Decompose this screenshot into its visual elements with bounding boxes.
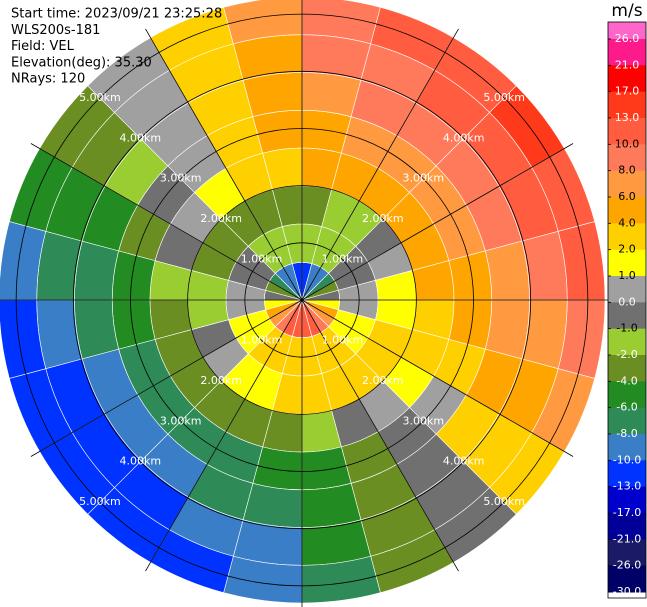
colorbar-segment [608,249,646,277]
range-ring [187,185,417,415]
range-ring-label: 4.00km [443,455,485,468]
spoke [30,299,303,457]
colorbar-tick-label: -21.0 [613,532,641,545]
range-ring-label: 3.00km [160,172,202,185]
colorbar-segment [608,170,646,198]
colorbar-tick-label: -17.0 [613,506,641,519]
velocity-cell [74,240,120,301]
colorbar-segment [608,65,646,93]
colorbar-frame [607,21,647,599]
colorbar-tick-label: -8.0 [616,427,637,440]
velocity-cell [0,299,47,379]
range-ring-label: 1.00km [322,253,364,266]
info-line: Start time: 2023/09/21 23:25:28 [11,7,222,22]
spoke [301,299,459,572]
range-ring [244,242,360,358]
colorbar-tick-label: 21.0 [615,58,640,71]
velocity-cell [242,72,303,118]
colorbar-tick-label: 4.0 [618,216,636,229]
colorbar-tick-label: -30.0 [613,585,641,598]
range-ring-label: 1.00km [241,333,283,346]
range-ring-label: 5.00km [79,495,121,508]
colorbar-tick-label: 17.0 [615,85,640,98]
velocity-cell [242,482,303,528]
info-line: Field: VEL [11,39,75,54]
info-line: WLS200s-181 [11,23,100,38]
range-ring-label: 5.00km [483,91,525,104]
polar-grid: 1.00km 1.00km 1.00km 1.00km 2.00km 2.00km 2.00… [0,0,615,607]
colorbar-segment [608,91,646,119]
colorbar-tick-label: -2.0 [616,348,637,361]
range-ring-label: 5.00km [483,495,525,508]
colorbar-segment [608,513,646,540]
colorbar-tick-label: 10.0 [615,137,640,150]
range-ring-label: 5.00km [79,91,121,104]
colorbar-segment [608,328,646,356]
spoke [301,299,574,457]
range-ring-label: 1.00km [241,253,283,266]
colorbar-tick-label: 0.0 [618,295,636,308]
info-line: NRays: 120 [11,72,85,87]
colorbar-tick-label: -4.0 [616,374,637,387]
velocity-cell [223,0,303,45]
colorbar-segment [608,118,646,145]
colorbar-segment [608,565,646,593]
colorbar-tick-label: -6.0 [616,401,637,414]
colorbar-segment [608,434,646,461]
colorbar-tick-label: -10.0 [613,453,641,466]
range-ring-label: 4.00km [120,455,162,468]
colorbar-tick-label: -1.0 [616,322,637,335]
range-ring [15,13,589,587]
colorbar-segment [608,407,646,435]
velocity-cell [484,299,530,360]
colorbar-segment [608,355,646,382]
colorbar-title: m/s [611,1,642,21]
velocity-cell [301,482,362,528]
spoke [145,299,303,572]
range-ring-label: 3.00km [160,414,202,427]
velocity-cell [301,72,362,118]
colorbar-segment [608,539,646,567]
info-block: Start time: 2023/09/21 23:25:28WLS200s-1… [11,7,222,87]
colorbar-tick-label: -13.0 [613,480,641,493]
range-ring-label: 2.00km [200,374,242,387]
colorbar-segment [608,302,646,330]
colorbar-tick-label: 2.0 [618,243,636,256]
colorbar-segment [608,39,646,66]
spoke [145,28,303,301]
spoke [301,143,574,301]
colorbar-segment [608,197,646,224]
velocity-cell [484,240,530,301]
range-ring [72,70,532,530]
colorbar-tick-label: -26.0 [613,559,641,572]
range-ring-label: 4.00km [120,131,162,144]
colorbar-tick-label: 13.0 [615,111,640,124]
colorbar-tick-label: 6.0 [618,190,636,203]
spoke [301,28,459,301]
spoke [30,143,303,301]
velocity-cell [74,299,120,360]
range-ring [130,128,474,472]
colorbar-segment [608,223,646,251]
colorbar-segment [608,381,646,409]
colorbar-tick-label: 8.0 [618,164,636,177]
range-ring-label: 2.00km [362,374,404,387]
colorbar-tick-label: 26.0 [615,32,640,45]
colorbar-segment [608,276,646,303]
colorbar-segment [608,144,646,172]
range-ring-label: 2.00km [200,212,242,225]
info-line: Elevation(deg): 35.30 [11,55,152,70]
range-ring-label: 2.00km [362,212,404,225]
colorbar: m/s 26.0 21.0 17.0 13.0 10.0 8.0 6.0 4.0 2.0 1.0 0… [607,1,647,599]
colorbar-tick-label: 1.0 [618,269,636,282]
colorbar-segment [608,486,646,514]
range-ring-label: 4.00km [443,131,485,144]
range-ring-label: 3.00km [402,172,444,185]
colorbar-segment [608,22,646,39]
colorbar-segment [608,460,646,488]
range-ring-label: 3.00km [402,414,444,427]
range-ring-label: 1.00km [322,333,364,346]
